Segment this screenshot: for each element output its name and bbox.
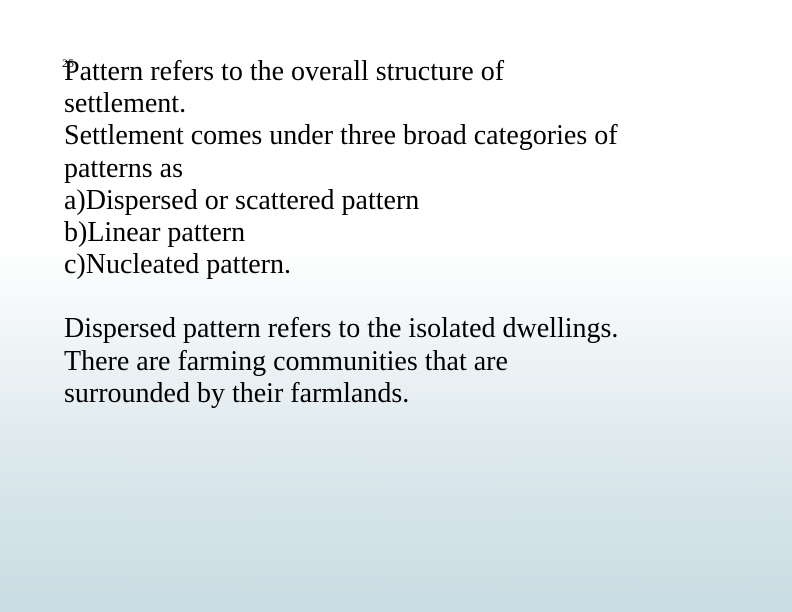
slide: 25 Pattern refers to the overall structu…: [0, 0, 792, 612]
paragraph-1: Pattern refers to the overall structure …: [64, 56, 728, 281]
p1-line4: patterns as: [64, 153, 183, 184]
p1-line3: Settlement comes under three broad categ…: [64, 120, 618, 151]
paragraph-2: Dispersed pattern refers to the isolated…: [64, 313, 728, 410]
p1-line1: Pattern refers to the overall structure …: [64, 56, 504, 87]
p1-line7: c)Nucleated pattern.: [64, 249, 291, 280]
p2-line1: Dispersed pattern refers to the isolated…: [64, 313, 618, 344]
p2-line3: surrounded by their farmlands.: [64, 378, 409, 409]
p2-line2: There are farming communities that are: [64, 346, 508, 377]
p1-line5: a)Dispersed or scattered pattern: [64, 185, 419, 216]
p1-line2: settlement.: [64, 88, 186, 119]
p1-line6: b)Linear pattern: [64, 217, 245, 248]
page-number: 25: [62, 56, 74, 71]
